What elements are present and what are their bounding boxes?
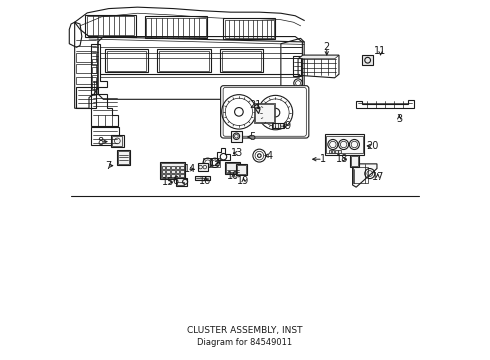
Bar: [157, 49, 211, 72]
Bar: [167, 166, 170, 169]
Text: 14: 14: [184, 164, 196, 174]
Bar: [76, 64, 96, 73]
Text: 18: 18: [336, 154, 348, 164]
Polygon shape: [353, 164, 377, 187]
Bar: [271, 123, 284, 128]
Bar: [220, 49, 263, 72]
Bar: [255, 104, 274, 122]
Bar: [338, 149, 341, 153]
Bar: [176, 166, 179, 169]
Bar: [294, 56, 301, 76]
Bar: [161, 163, 184, 178]
Bar: [147, 18, 205, 37]
Bar: [171, 174, 175, 177]
Text: 19: 19: [238, 176, 250, 186]
Bar: [225, 20, 274, 38]
Text: 2: 2: [323, 42, 330, 52]
Bar: [92, 59, 97, 65]
Polygon shape: [298, 55, 339, 59]
FancyBboxPatch shape: [220, 86, 309, 138]
Bar: [160, 162, 186, 179]
Bar: [362, 55, 373, 65]
Bar: [176, 178, 187, 186]
Text: Diagram for 84549011: Diagram for 84549011: [197, 338, 293, 347]
Text: 9: 9: [284, 121, 291, 131]
Bar: [76, 77, 96, 84]
Text: 13: 13: [231, 148, 243, 158]
Bar: [118, 151, 129, 163]
Text: 6: 6: [173, 176, 179, 186]
Text: CLUSTER ASSEMBLY, INST: CLUSTER ASSEMBLY, INST: [187, 326, 303, 335]
Bar: [353, 167, 368, 183]
Bar: [171, 166, 175, 169]
Bar: [162, 170, 166, 173]
Bar: [180, 166, 184, 169]
Bar: [145, 17, 207, 38]
Bar: [350, 154, 359, 167]
Bar: [167, 170, 170, 173]
Text: 3: 3: [396, 114, 402, 124]
Bar: [332, 149, 334, 153]
Bar: [195, 176, 210, 180]
Bar: [177, 182, 184, 185]
Bar: [351, 156, 358, 166]
Bar: [87, 17, 134, 35]
Bar: [197, 163, 208, 171]
Text: 16: 16: [199, 176, 212, 186]
Bar: [226, 163, 239, 173]
Bar: [162, 174, 166, 177]
Bar: [176, 174, 179, 177]
Text: 1: 1: [320, 154, 326, 164]
Text: 5: 5: [249, 132, 255, 142]
Text: 15: 15: [162, 177, 174, 187]
Bar: [221, 50, 261, 71]
Bar: [92, 67, 97, 73]
Bar: [171, 170, 175, 173]
Bar: [167, 174, 170, 177]
Bar: [324, 134, 364, 155]
Bar: [329, 149, 331, 153]
Bar: [117, 150, 130, 165]
Bar: [76, 53, 96, 62]
Bar: [159, 50, 209, 71]
Text: 21: 21: [249, 100, 261, 111]
Bar: [92, 75, 97, 81]
Text: 20: 20: [366, 141, 378, 151]
Bar: [236, 164, 247, 175]
Bar: [176, 170, 179, 173]
Text: 10: 10: [227, 171, 240, 181]
Bar: [180, 174, 184, 177]
Text: 7: 7: [105, 161, 111, 171]
Bar: [92, 82, 97, 89]
Bar: [112, 136, 122, 145]
Bar: [326, 135, 363, 153]
Text: 11: 11: [374, 46, 387, 56]
Text: 8: 8: [98, 137, 104, 147]
Bar: [162, 166, 166, 169]
Bar: [254, 103, 275, 123]
Bar: [335, 149, 338, 153]
Bar: [107, 50, 147, 71]
Text: 12: 12: [209, 158, 221, 168]
Bar: [180, 170, 184, 173]
Bar: [223, 18, 275, 39]
Text: 17: 17: [371, 172, 384, 183]
Bar: [238, 165, 246, 174]
Bar: [105, 49, 148, 72]
Polygon shape: [254, 104, 260, 114]
Bar: [225, 162, 240, 174]
Text: 4: 4: [267, 150, 272, 161]
Bar: [231, 131, 242, 141]
Bar: [85, 15, 136, 37]
Bar: [111, 135, 124, 147]
Bar: [203, 158, 220, 167]
